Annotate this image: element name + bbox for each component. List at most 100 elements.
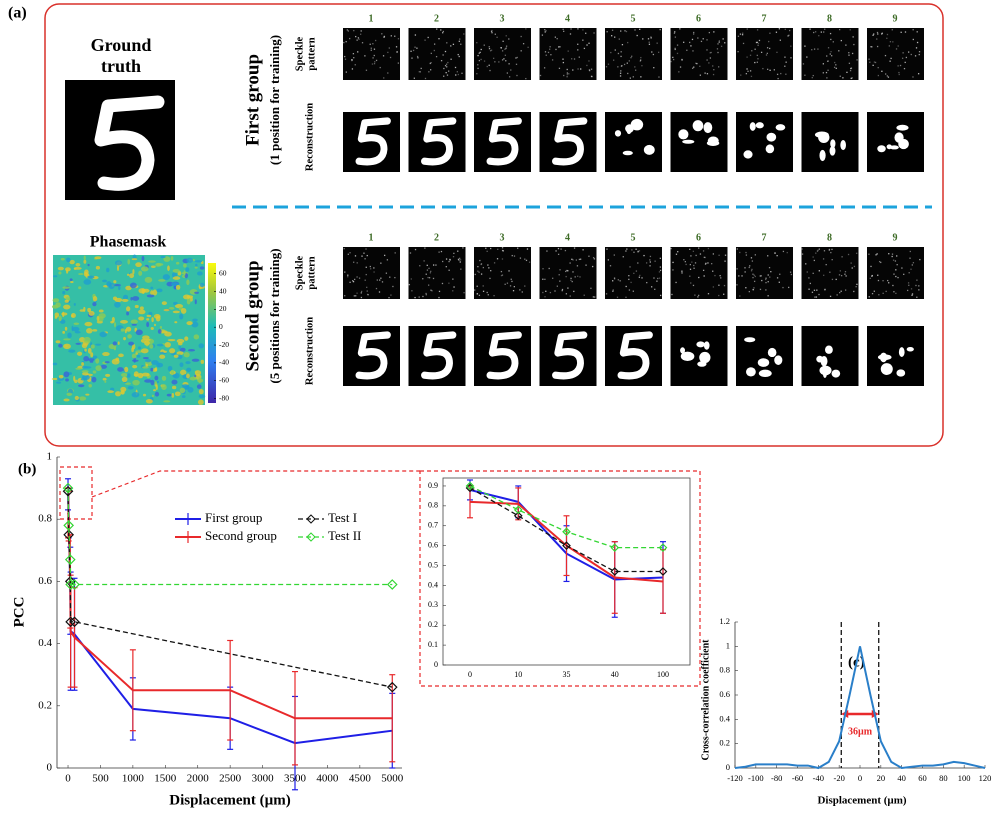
speckle-dot [746,73,747,74]
speckle-dot [411,278,412,279]
speckle-dot [818,294,819,295]
speckle-dot [698,247,699,248]
speckle-dot [911,54,912,55]
speckle-dot [446,72,447,73]
speckle-dot [445,51,446,52]
speckle-dot [704,275,705,276]
speckle-dot [388,297,389,298]
speckle-dot [370,268,371,269]
image-title: Phasemask [90,234,167,251]
reconstructed-blob [887,144,892,149]
speckle-dot [821,31,822,32]
speckle-dot [881,71,882,72]
phase-speckle [131,347,134,352]
y-tick-label: 1 [47,451,53,463]
phase-speckle [128,342,134,346]
speckle-dot [751,270,752,271]
speckle-dot [824,250,825,251]
column-number: 5 [631,13,636,24]
speckle-dot [768,41,769,42]
speckle-dot [610,52,611,53]
speckle-dot [767,53,768,54]
speckle-dot [414,78,415,79]
speckle-dot [544,296,545,297]
speckle-dot [755,276,756,277]
speckle-dot [356,39,357,40]
phase-speckle [93,370,97,373]
phase-speckle [151,317,153,322]
phase-speckle [186,258,193,263]
speckle-dot [450,45,451,46]
phase-speckle [169,307,175,310]
speckle-dot [544,29,545,30]
x-tick-label: 500 [92,773,109,785]
speckle-dot [893,260,894,261]
speckle-dot [582,40,583,41]
speckle-dot [367,290,368,291]
reconstructed-blob [756,122,764,128]
speckle-dot [767,69,768,70]
speckle-dot [497,249,498,250]
phase-speckle [114,284,121,286]
speckle-dot [766,54,767,55]
speckle-dot [689,249,690,250]
speckle-dot [852,267,853,268]
speckle-dot [890,41,891,42]
speckle-dot [576,259,577,260]
figure: (a)GroundtruthPhasemask6040200-20-40-60-… [0,0,995,816]
speckle-dot [593,296,594,297]
speckle-dot [511,281,512,282]
speckle-dot [916,297,917,298]
speckle-dot [819,270,820,271]
column-number: 9 [893,13,898,24]
speckle-dot [679,28,680,29]
speckle-dot [833,41,834,42]
speckle-dot [570,278,571,279]
speckle-dot [453,253,454,254]
phase-speckle [144,341,150,346]
speckle-dot [569,262,570,263]
phase-speckle [174,321,177,323]
reconstructed-blob [750,122,756,131]
speckle-dot [637,35,638,36]
speckle-dot [380,263,381,264]
phase-speckle [118,286,120,291]
speckle-dot [374,49,375,50]
speckle-dot [458,259,459,260]
phase-speckle [194,375,196,378]
phase-speckle [152,395,154,398]
speckle-dot [354,279,355,280]
phase-speckle [113,280,116,283]
x-tick-label: -20 [833,773,844,783]
speckle-dot [428,285,429,286]
speckle-dot [693,285,694,286]
phase-speckle [114,347,116,350]
reconstructed-blob [899,347,905,357]
reconstructed-blob [825,346,833,354]
speckle-dot [849,63,850,64]
speckle-dot [700,75,701,76]
speckle-dot [606,248,607,249]
speckle-dot [487,292,488,293]
speckle-dot [789,30,790,31]
speckle-dot [639,29,640,30]
speckle-dot [361,291,362,292]
phase-speckle [136,330,143,336]
speckle-dot [502,250,503,251]
speckle-dot [557,286,558,287]
phase-speckle [197,384,202,388]
y-tick-label: 0.6 [38,575,52,587]
speckle-dot [769,267,770,268]
speckle-dot [627,42,628,43]
speckle-dot [438,38,439,39]
phase-speckle [197,271,203,275]
speckle-dot [848,52,849,53]
speckle-dot [905,62,906,63]
speckle-dot [461,73,462,74]
phase-speckle [62,286,69,289]
speckle-dot [462,247,463,248]
speckle-dot [916,47,917,48]
speckle-dot [502,59,503,60]
speckle-dot [366,267,367,268]
phase-speckle [127,373,130,377]
